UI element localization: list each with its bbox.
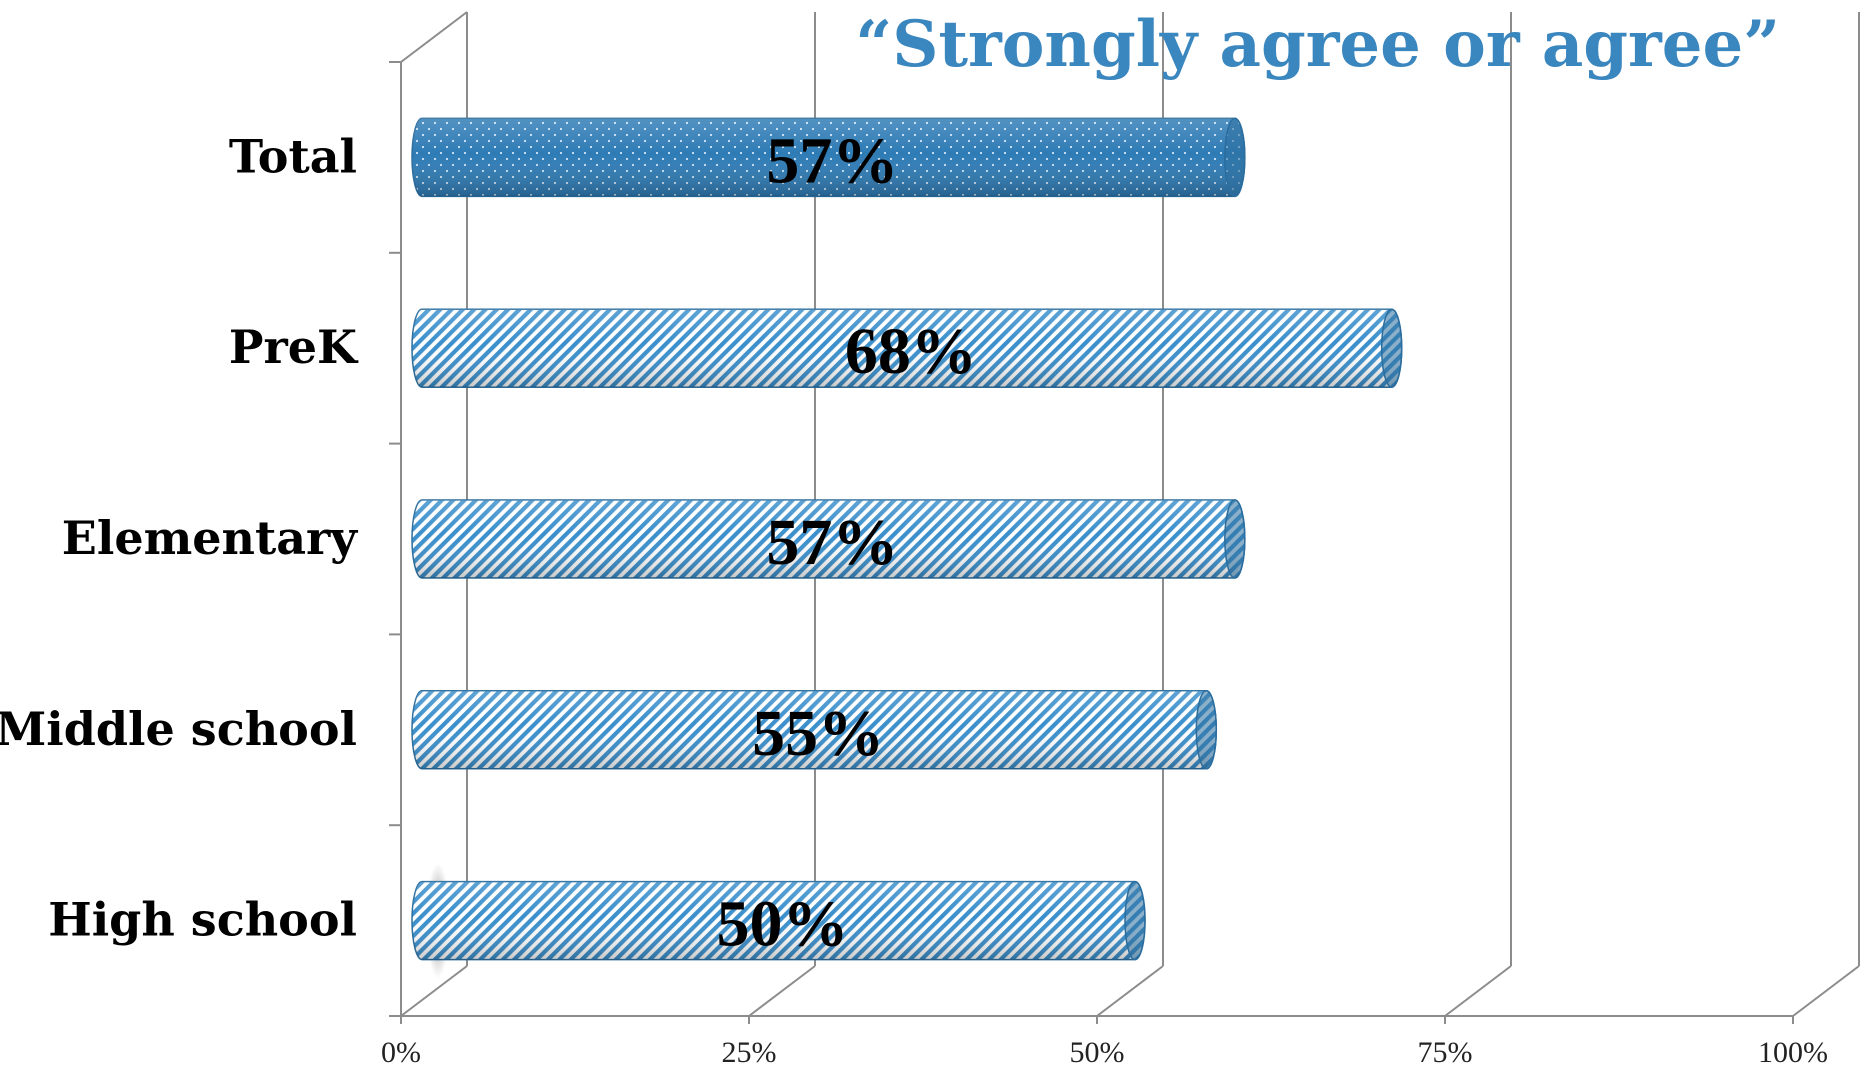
x-tick-label: 100% (1758, 1036, 1828, 1069)
x-tick-label: 0% (381, 1036, 421, 1069)
data-label: 57% (766, 506, 898, 579)
floor-gridline (1444, 965, 1512, 1017)
chart-title: “Strongly agree or agree” (855, 7, 1780, 82)
axis-top-diagonal (400, 11, 468, 63)
x-tick-label: 75% (1418, 1036, 1473, 1069)
category-label: High school (48, 893, 357, 947)
gridlines: 0% 25% 50% 75% 100% (381, 11, 1860, 1069)
category-label: PreK (229, 320, 359, 374)
floor-gridline (1792, 965, 1860, 1017)
x-tick-label: 25% (722, 1036, 777, 1069)
bar-elementary (411, 499, 1246, 579)
category-label: Elementary (62, 511, 358, 565)
category-label: Middle school (0, 702, 357, 756)
bar-shading (412, 309, 1402, 388)
bar-end-cap (1380, 308, 1403, 388)
bar-end-cap (1195, 690, 1218, 770)
data-label: 55% (752, 697, 884, 770)
data-label: 50% (717, 888, 849, 961)
bar-total (411, 117, 1246, 198)
bar-shading (412, 500, 1245, 578)
floor-gridline (1096, 965, 1164, 1017)
bar-shading (412, 118, 1245, 197)
floor-gridline (748, 965, 816, 1017)
data-label: 68% (845, 315, 977, 388)
bar-middle-school (411, 690, 1218, 770)
bar-end-cap (1124, 880, 1146, 961)
data-label: 57% (766, 124, 898, 197)
bar-shading (412, 881, 1145, 960)
bar-end-cap (1224, 499, 1246, 579)
bars (411, 117, 1403, 979)
bar-end-cap (1224, 117, 1246, 198)
bar-high-school (411, 880, 1146, 961)
bar-shading (412, 690, 1217, 769)
floor-gridline (400, 965, 468, 1017)
x-tick-label: 50% (1070, 1036, 1125, 1069)
category-label: Total (229, 129, 357, 183)
labels: 57% Total 68% PreK 57% Elementary 55% Middle sc… (0, 124, 977, 960)
bar-prek (411, 308, 1403, 388)
